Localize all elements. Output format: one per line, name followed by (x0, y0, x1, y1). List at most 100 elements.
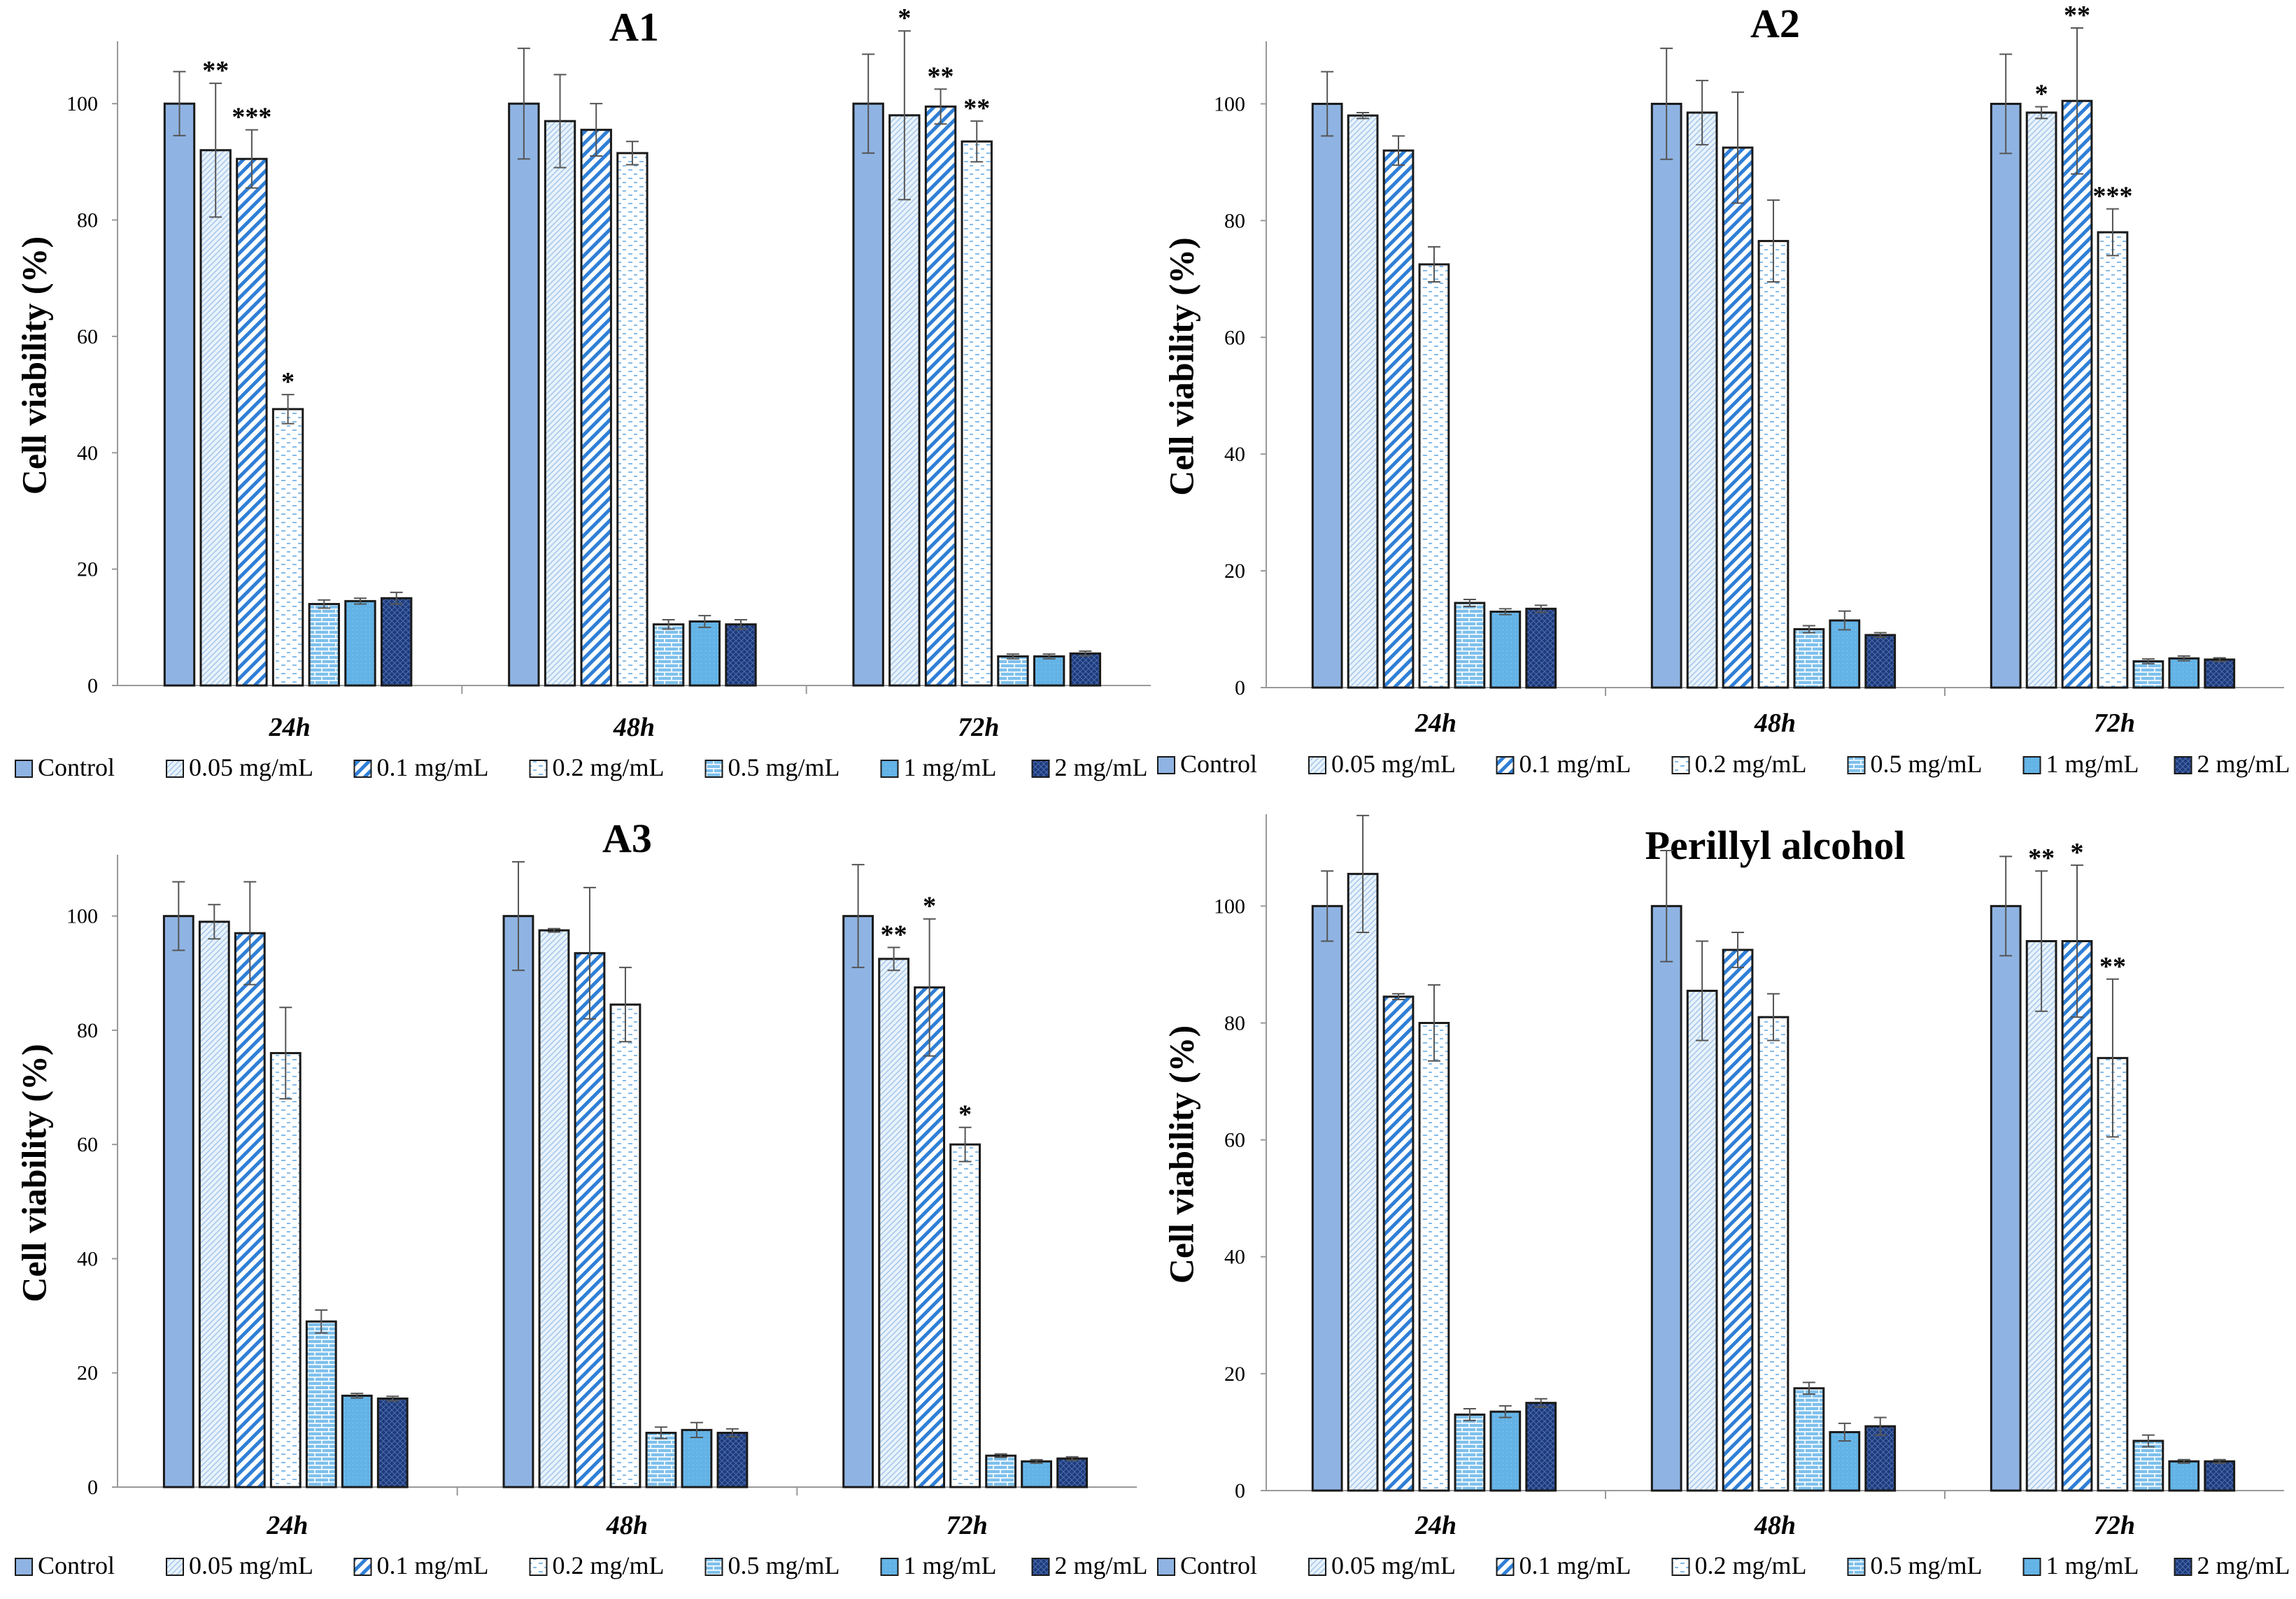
bar-0-2-mg-ml-72h (949, 1143, 982, 1488)
legend-swatch (1847, 756, 1866, 774)
y-axis-label: Cell viability (%) (15, 1044, 54, 1302)
legend-label: 1 mg/mL (2046, 1551, 2139, 1579)
x-category-label-24h: 24h (266, 1511, 308, 1540)
legend-swatch (15, 1558, 33, 1576)
bar-0-05-mg-ml-24h (198, 921, 230, 1488)
bar-0-2-mg-ml-48h (1757, 240, 1790, 689)
legend-item-1-mg-ml: 1 mg/mL (2022, 1551, 2139, 1579)
legend-swatch (2174, 756, 2192, 774)
bar-control-48h (1650, 904, 1682, 1492)
significance-label: ** (2099, 952, 2126, 981)
legend-swatch (1031, 1558, 1050, 1576)
x-category-label-24h: 24h (1415, 709, 1457, 738)
significance-label: * (2035, 80, 2048, 109)
bar-control-24h (162, 915, 194, 1488)
bar-2-mg-ml-24h (1525, 607, 1557, 689)
legend-label: 1 mg/mL (2046, 750, 2139, 778)
legend-label: 0.1 mg/mL (1519, 750, 1631, 778)
bar-0-5-mg-ml-24h (308, 603, 340, 687)
y-tick-label: 80 (77, 1019, 98, 1042)
legend: Control 0.05 mg/mL 0.1 mg/mL 0.2 mg/mL 0.5 m… (15, 1551, 1148, 1579)
y-tick-label: 20 (77, 558, 98, 581)
bar-0-05-mg-ml-72h (2025, 939, 2057, 1492)
bar-0-1-mg-ml-48h (574, 952, 606, 1488)
significance-label: * (958, 1100, 972, 1130)
legend-swatch (166, 1558, 184, 1576)
bar-0-2-mg-ml-24h (1418, 263, 1450, 689)
significance-label: *** (2092, 182, 2132, 211)
legend-item-0-1-mg-ml: 0.1 mg/mL (1496, 750, 1631, 778)
legend-item-0-5-mg-ml: 0.5 mg/mL (1847, 1551, 1983, 1579)
bar-0-2-mg-ml-24h (271, 408, 304, 687)
legend-item-1-mg-ml: 1 mg/mL (880, 753, 997, 781)
significance-label: ** (2028, 844, 2055, 873)
legend: Control 0.05 mg/mL 0.1 mg/mL 0.2 mg/mL 0.5 m… (1157, 1551, 2290, 1579)
legend-item-control: Control (15, 1551, 115, 1579)
bar-2-mg-ml-24h (1525, 1402, 1557, 1492)
legend-label: 2 mg/mL (2197, 1551, 2290, 1579)
legend-item-1-mg-ml: 1 mg/mL (2022, 750, 2139, 778)
legend-label: 0.05 mg/mL (1331, 750, 1456, 778)
legend-swatch (2022, 756, 2041, 774)
bar-0-1-mg-ml-48h (580, 129, 612, 687)
bar-0-1-mg-ml-24h (236, 157, 268, 687)
legend-item-0-05-mg-ml: 0.05 mg/mL (166, 753, 313, 781)
bar-0-1-mg-ml-72h (2061, 939, 2093, 1492)
legend-label: 0.1 mg/mL (377, 1551, 489, 1579)
bar-1-mg-ml-48h (1829, 619, 1861, 689)
bar-0-2-mg-ml-48h (609, 1003, 642, 1488)
significance-label: ** (963, 94, 990, 123)
bar-control-48h (508, 102, 540, 687)
bar-0-05-mg-ml-48h (544, 120, 576, 687)
y-tick-label: 80 (77, 209, 98, 232)
bar-2-mg-ml-48h (1864, 1425, 1897, 1492)
bar-0-1-mg-ml-24h (234, 932, 266, 1488)
bar-0-1-mg-ml-24h (1382, 995, 1415, 1492)
bar-1-mg-ml-72h (2168, 657, 2200, 689)
y-tick-label: 40 (77, 441, 98, 464)
bar-0-1-mg-ml-48h (1722, 146, 1754, 689)
bar-0-5-mg-ml-48h (652, 623, 685, 687)
bar-1-mg-ml-24h (344, 599, 376, 687)
bar-0-2-mg-ml-24h (1418, 1021, 1450, 1492)
bar-1-mg-ml-72h (1033, 655, 1065, 687)
y-tick-label: 80 (1224, 209, 1245, 232)
legend-swatch (1031, 760, 1050, 778)
bar-0-5-mg-ml-24h (1454, 602, 1486, 689)
bar-1-mg-ml-24h (1489, 611, 1522, 689)
bar-0-1-mg-ml-24h (1382, 149, 1415, 689)
legend-swatch (353, 1558, 372, 1576)
bar-control-24h (163, 102, 196, 687)
legend-item-0-2-mg-ml: 0.2 mg/mL (1671, 750, 1807, 778)
bar-1-mg-ml-48h (1829, 1430, 1861, 1492)
bar-0-05-mg-ml-72h (878, 958, 910, 1488)
legend-item-0-05-mg-ml: 0.05 mg/mL (1308, 750, 1456, 778)
y-tick-label: 80 (1224, 1011, 1245, 1035)
y-axis-label: Cell viability (%) (1162, 1025, 1201, 1284)
bar-0-5-mg-ml-48h (1793, 1387, 1825, 1492)
legend-swatch (15, 760, 33, 778)
legend-swatch (529, 1558, 548, 1576)
bar-0-05-mg-ml-24h (199, 149, 232, 687)
significance-label: * (923, 892, 936, 921)
legend-label: 0.2 mg/mL (1695, 1551, 1807, 1579)
legend-item-0-2-mg-ml: 0.2 mg/mL (529, 753, 665, 781)
chart-panel-perillyl-alcohol: Perillyl alcohol 0 20 40 60 80 100 Cell viabili… (1157, 814, 2290, 1579)
legend-label: 1 mg/mL (904, 753, 997, 781)
legend-label: 0.05 mg/mL (189, 753, 313, 781)
y-tick-label: 20 (77, 1362, 98, 1385)
bar-0-2-mg-ml-72h (2097, 231, 2129, 689)
legend-item-2-mg-ml: 2 mg/mL (2174, 750, 2290, 778)
legend-swatch (1496, 756, 1515, 774)
bar-control-24h (1311, 102, 1343, 689)
significance-label: * (2071, 838, 2084, 867)
chart-title: Perillyl alcohol (1645, 823, 1905, 868)
chart-title: A2 (1750, 1, 1800, 46)
chart-panel-a2: A2 0 20 40 60 80 100 Cell viability (%) 24h 48h 72… (1157, 1, 2290, 778)
legend-swatch (1308, 756, 1326, 774)
bar-0-5-mg-ml-72h (2132, 660, 2164, 689)
legend-swatch (880, 760, 899, 778)
bar-0-5-mg-ml-48h (1793, 628, 1825, 689)
